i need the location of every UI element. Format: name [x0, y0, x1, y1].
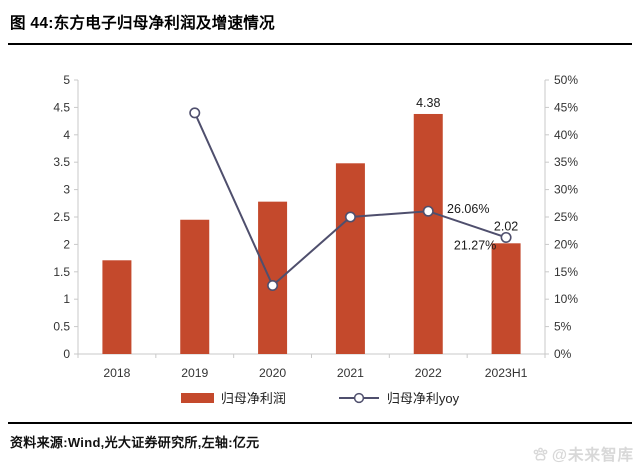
- right-axis-tick-label: 50%: [554, 73, 578, 87]
- x-axis-label: 2023H1: [485, 366, 528, 380]
- right-axis-tick-label: 30%: [554, 183, 578, 197]
- yoy-marker-2022: [422, 205, 434, 217]
- figure-header: 图 44:东方电子归母净利润及增速情况: [8, 7, 632, 45]
- right-axis-tick-label: 10%: [554, 292, 578, 306]
- left-axis-tick-label: 4.5: [53, 100, 70, 114]
- x-axis-label: 2019: [181, 366, 208, 380]
- right-axis-tick-label: 25%: [554, 210, 578, 224]
- figure-title: 图 44:东方电子归母净利润及增速情况: [10, 15, 275, 32]
- yoy-marker-2019: [189, 107, 201, 119]
- bar-2021: [335, 163, 365, 354]
- right-axis-tick-label: 5%: [554, 320, 572, 334]
- legend-label-yoy: 归母净利yoy: [386, 391, 460, 406]
- legend-bar-swatch: [180, 392, 214, 403]
- left-axis-tick-label: 1: [63, 292, 70, 306]
- left-axis-tick-label: 2: [63, 237, 70, 251]
- bar-value-label: 4.38: [416, 96, 440, 110]
- right-axis-tick-label: 40%: [554, 128, 578, 142]
- bar-2019: [180, 219, 210, 354]
- watermark-logo-icon: [533, 447, 548, 461]
- right-axis-tick-label: 0%: [554, 347, 572, 361]
- profit-growth-chart: 00.511.522.533.544.550%5%10%15%20%25%30%…: [53, 73, 578, 380]
- x-axis-label: 2022: [415, 366, 442, 380]
- right-axis-tick-label: 35%: [554, 155, 578, 169]
- right-axis-tick-label: 20%: [554, 237, 578, 251]
- bar-value-label: 2.02: [494, 219, 518, 233]
- watermark-text: @未来智库: [551, 447, 634, 464]
- yoy-marker-2020: [267, 280, 279, 292]
- right-axis-tick-label: 45%: [554, 100, 578, 114]
- yoy-marker-2023H1: [500, 231, 512, 243]
- left-axis-tick-label: 3.5: [53, 155, 70, 169]
- bar-2018: [102, 260, 132, 354]
- left-axis-tick-label: 1.5: [53, 265, 70, 279]
- x-axis-label: 2020: [259, 366, 286, 380]
- left-axis-tick-label: 0: [63, 347, 70, 361]
- legend-item-yoy: 归母净利yoy: [338, 388, 459, 407]
- left-axis-tick-label: 3: [63, 183, 70, 197]
- yoy-marker-2021: [344, 211, 356, 223]
- bar-2022: [413, 113, 443, 354]
- legend-line-swatch: [338, 392, 379, 403]
- legend-label-net-profit: 归母净利润: [220, 391, 286, 406]
- watermark: @未来智库: [532, 443, 634, 465]
- figure-footer: 资料来源:Wind,光大证券研究所,左轴:亿元: [8, 422, 632, 451]
- x-axis-label: 2018: [103, 366, 130, 380]
- yoy-value-label: 21.27%: [454, 238, 496, 252]
- left-axis-tick-label: 4: [63, 128, 70, 142]
- x-axis-label: 2021: [337, 366, 364, 380]
- left-axis-tick-label: 2.5: [53, 210, 70, 224]
- left-axis-tick-label: 0.5: [53, 320, 70, 334]
- legend-item-net-profit: 归母净利润: [180, 388, 286, 407]
- source-note: 资料来源:Wind,光大证券研究所,左轴:亿元: [10, 435, 260, 450]
- bar-2023H1: [491, 243, 521, 354]
- yoy-value-label: 26.06%: [447, 202, 489, 216]
- chart-legend: 归母净利润 归母净利yoy: [0, 388, 640, 407]
- right-axis-tick-label: 15%: [554, 265, 578, 279]
- left-axis-tick-label: 5: [63, 73, 70, 87]
